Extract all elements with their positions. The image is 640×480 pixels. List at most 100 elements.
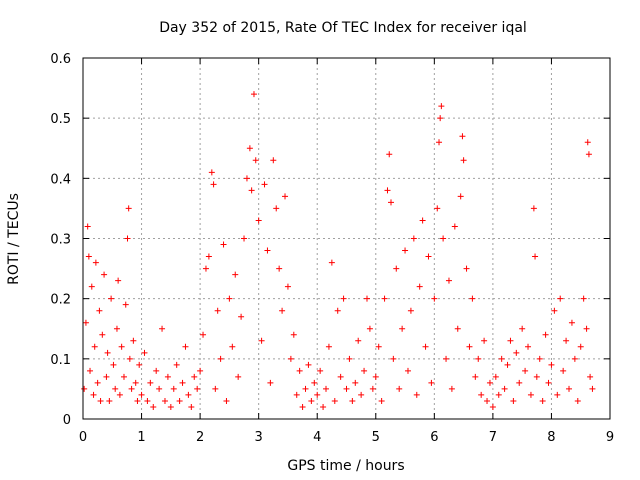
data-point [167, 403, 174, 410]
data-point [369, 385, 376, 392]
data-point [99, 331, 106, 338]
data-point [91, 343, 98, 350]
data-point [393, 265, 400, 272]
data-point [361, 367, 368, 374]
data-point [457, 193, 464, 200]
data-point [436, 139, 443, 146]
data-point [311, 379, 318, 386]
data-point [191, 373, 198, 380]
data-point [428, 379, 435, 386]
data-point [459, 133, 466, 140]
data-point [434, 205, 441, 212]
x-axis-label: GPS time / hours [287, 458, 404, 474]
data-point [352, 379, 359, 386]
data-point [571, 355, 578, 362]
data-point [81, 385, 88, 392]
data-point [404, 367, 411, 374]
data-point [589, 385, 596, 392]
grid-lines [83, 58, 610, 419]
data-point [96, 307, 103, 314]
data-point [287, 355, 294, 362]
data-point [122, 301, 129, 308]
data-point [574, 397, 581, 404]
data-point [466, 343, 473, 350]
data-point [173, 361, 180, 368]
y-tick-label: 0.1 [50, 353, 71, 368]
data-point [440, 235, 447, 242]
data-point [159, 325, 166, 332]
data-point [170, 385, 177, 392]
data-point [469, 295, 476, 302]
data-point [533, 373, 540, 380]
data-point [388, 199, 395, 206]
data-point [308, 397, 315, 404]
data-point [378, 397, 385, 404]
data-point [197, 367, 204, 374]
data-point [299, 403, 306, 410]
data-point [92, 259, 99, 266]
data-point [223, 397, 230, 404]
data-point [136, 361, 143, 368]
data-point [525, 343, 532, 350]
data-point [104, 349, 111, 356]
data-point [124, 235, 131, 242]
data-point [522, 367, 529, 374]
data-point [320, 403, 327, 410]
data-point [513, 349, 520, 356]
data-point [248, 187, 255, 194]
data-point [243, 175, 250, 182]
data-point [516, 379, 523, 386]
data-point [445, 277, 452, 284]
data-point [202, 265, 209, 272]
data-point [273, 205, 280, 212]
data-point [317, 367, 324, 374]
data-point [530, 205, 537, 212]
data-point [560, 367, 567, 374]
data-point [125, 205, 132, 212]
data-point [279, 307, 286, 314]
x-tick-label: 2 [196, 430, 204, 445]
data-point [179, 379, 186, 386]
y-tick-labels: 0 0.1 0.2 0.3 0.4 0.5 0.6 [50, 52, 71, 428]
data-point [472, 373, 479, 380]
data-point [284, 283, 291, 290]
data-point [402, 247, 409, 254]
y-tick-label: 0.5 [50, 112, 71, 127]
data-point [255, 217, 262, 224]
data-point [340, 295, 347, 302]
data-point [557, 295, 564, 302]
data-point [454, 325, 461, 332]
data-point [532, 253, 539, 260]
data-point [128, 385, 135, 392]
data-point [267, 379, 274, 386]
data-point [226, 295, 233, 302]
data-point [328, 259, 335, 266]
data-point [214, 307, 221, 314]
data-point [437, 115, 444, 122]
data-point [106, 397, 113, 404]
data-point [498, 355, 505, 362]
data-point [407, 307, 414, 314]
data-point [176, 397, 183, 404]
data-point [584, 139, 591, 146]
data-point [220, 241, 227, 248]
y-tick-label: 0.4 [50, 172, 71, 187]
data-point [566, 385, 573, 392]
data-point [164, 373, 171, 380]
x-tick-label: 1 [137, 430, 145, 445]
data-point [141, 349, 148, 356]
data-point [238, 313, 245, 320]
data-point [194, 385, 201, 392]
data-point [568, 319, 575, 326]
data-point [492, 373, 499, 380]
data-point [384, 187, 391, 194]
chart-title: Day 352 of 2015, Rate Of TEC Index for r… [159, 20, 527, 36]
data-point [349, 397, 356, 404]
x-tick-label: 3 [255, 430, 263, 445]
data-point [270, 157, 277, 164]
data-point [381, 295, 388, 302]
data-point [144, 397, 151, 404]
data-point [241, 235, 248, 242]
data-point [583, 325, 590, 332]
data-point [182, 343, 189, 350]
